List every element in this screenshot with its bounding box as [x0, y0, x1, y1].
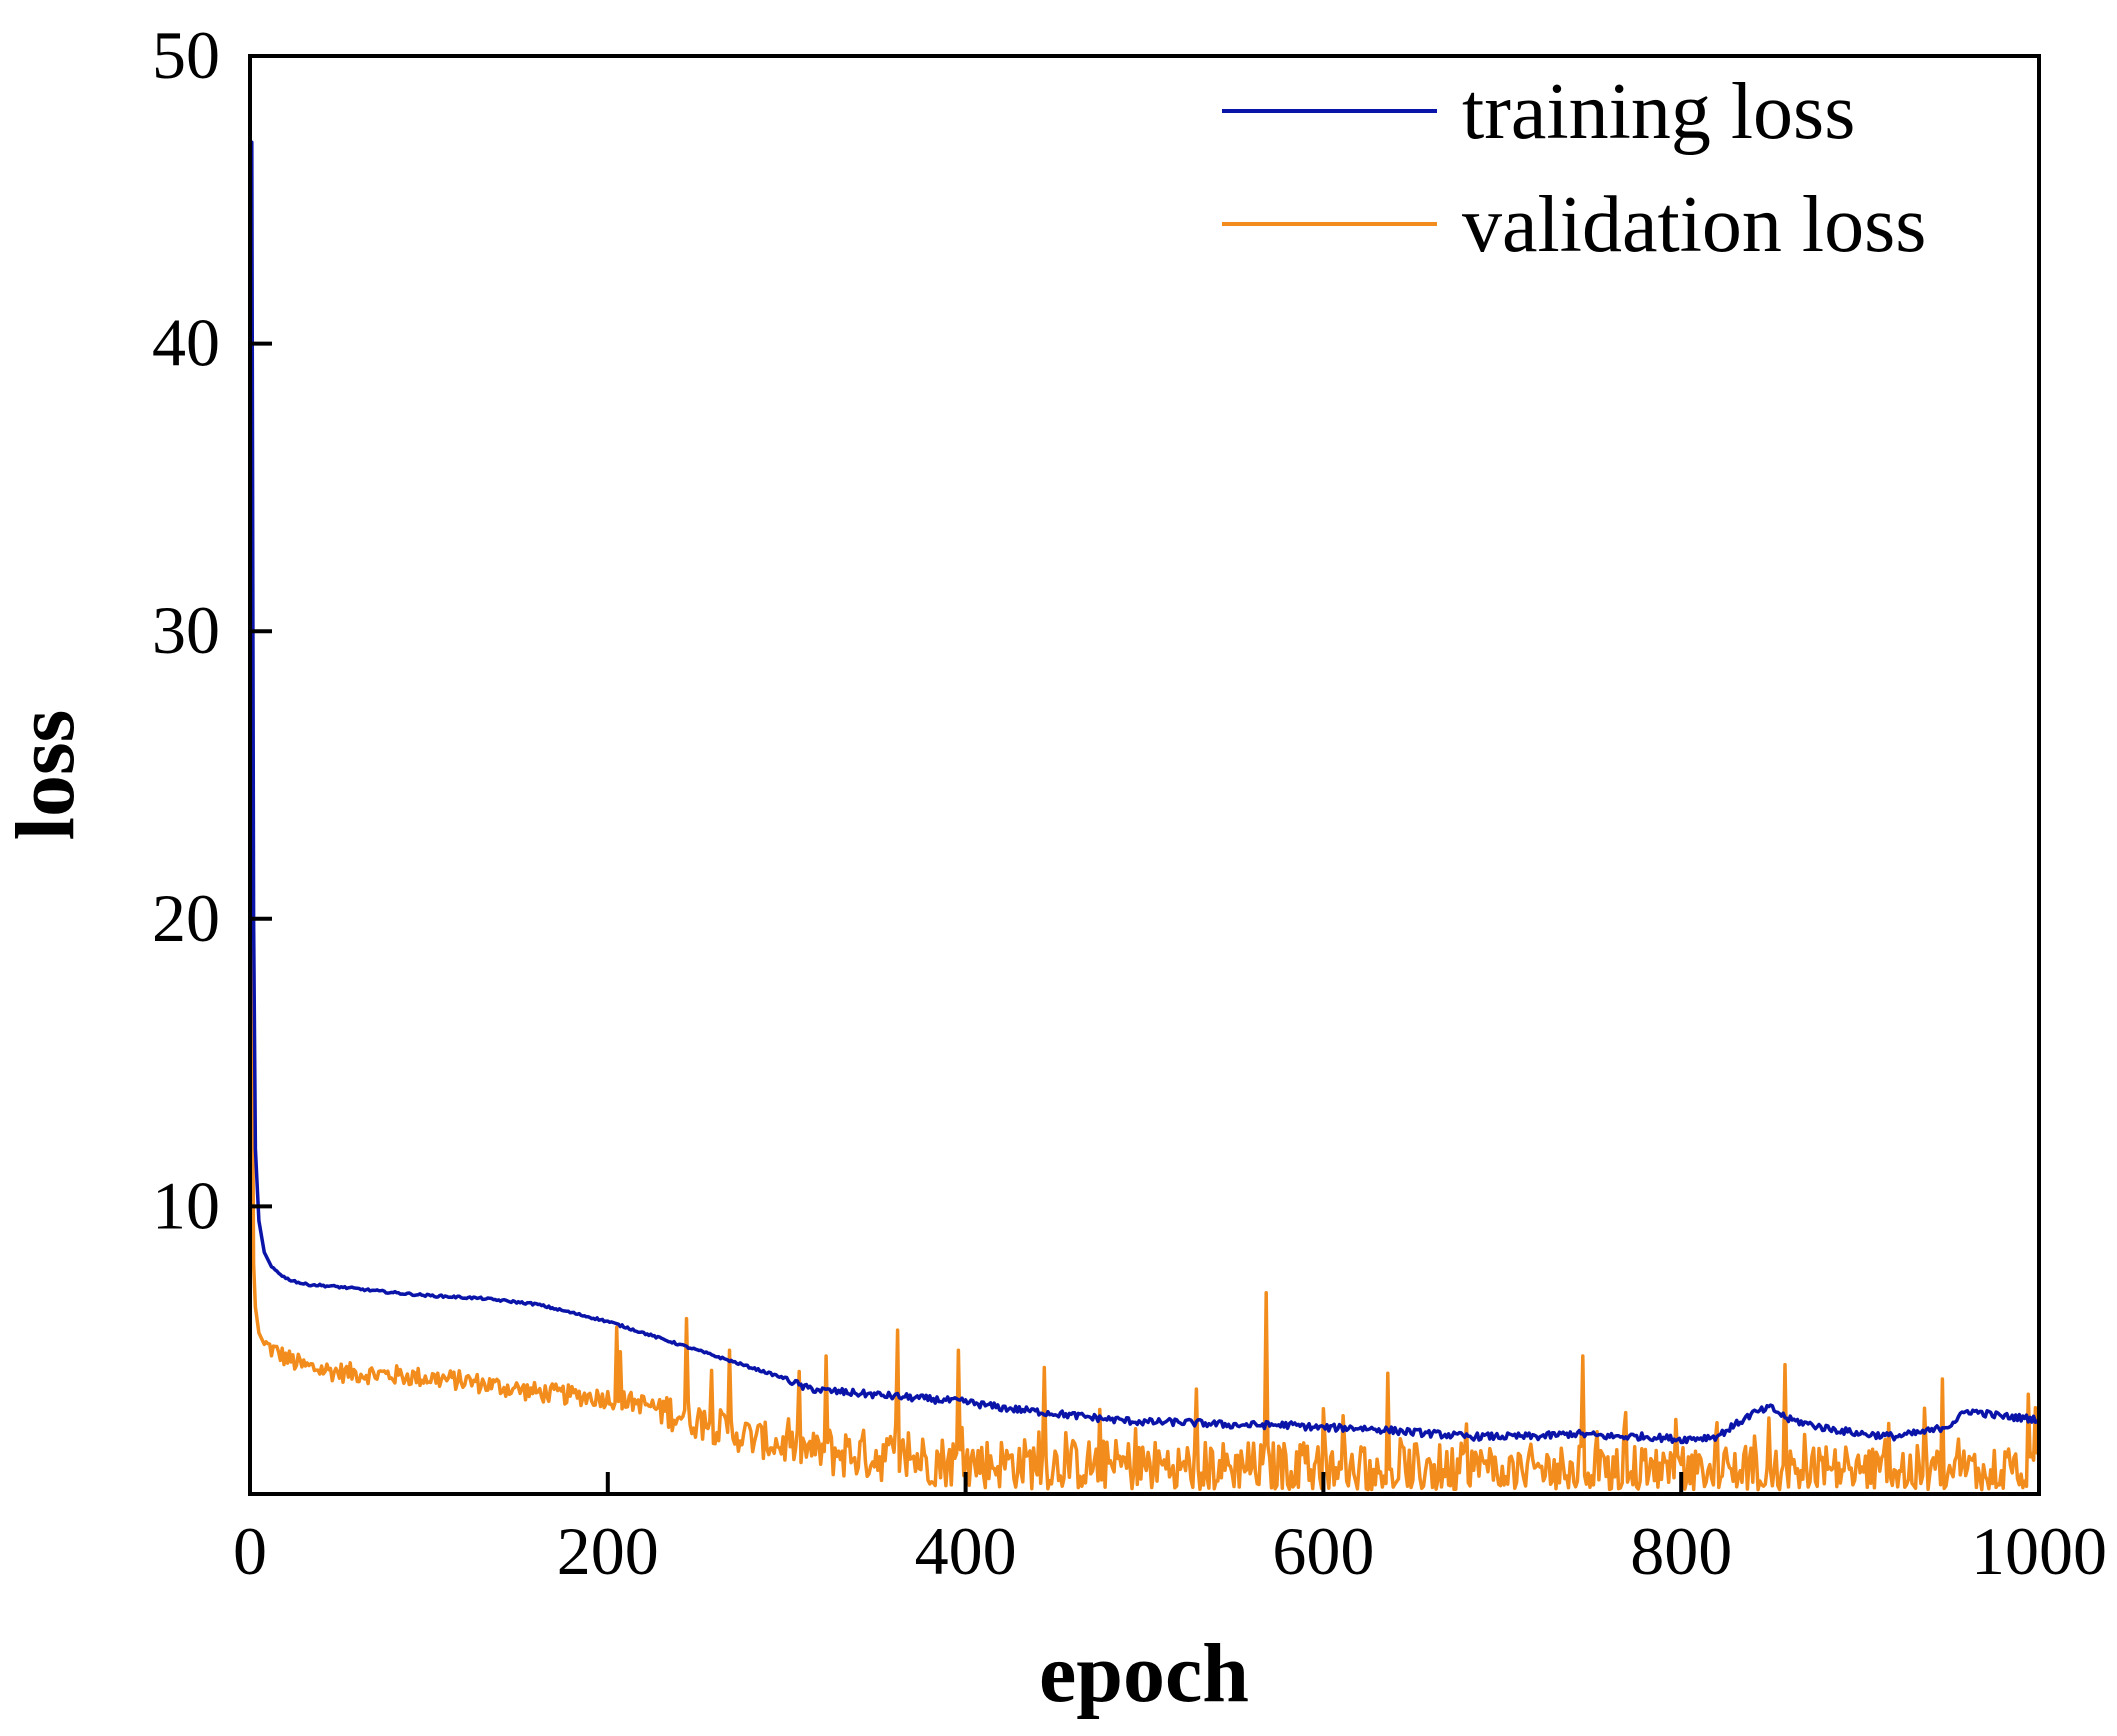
y-tick-label-50: 50 — [152, 17, 220, 93]
y-tick-label-10: 10 — [152, 1167, 220, 1243]
x-tick-label-0: 0 — [233, 1513, 267, 1589]
x-tick-label-1000: 1000 — [1971, 1513, 2107, 1589]
y-axis-title: loss — [0, 710, 92, 841]
legend-label-training-loss: training loss — [1462, 68, 1855, 156]
ticks-layer — [248, 54, 2041, 1494]
x-axis-title: epoch — [1039, 1627, 1249, 1720]
series-line-validation-loss — [248, 945, 2041, 1492]
series-line-training-loss — [248, 140, 2041, 1445]
plot-frame — [248, 54, 2041, 1496]
legend: training loss validation loss — [1222, 68, 1926, 269]
x-tick-label-200: 200 — [557, 1513, 659, 1589]
x-tick-label-400: 400 — [915, 1513, 1017, 1589]
x-tick-label-600: 600 — [1272, 1513, 1374, 1589]
series-layer — [248, 140, 2041, 1492]
tick-labels-layer: 0 200 400 600 800 1000 10 20 30 40 50 — [152, 17, 2107, 1589]
y-tick-label-20: 20 — [152, 880, 220, 956]
legend-label-validation-loss: validation loss — [1462, 181, 1926, 269]
x-tick-label-800: 800 — [1630, 1513, 1732, 1589]
y-tick-label-40: 40 — [152, 305, 220, 381]
y-tick-label-30: 30 — [152, 592, 220, 668]
